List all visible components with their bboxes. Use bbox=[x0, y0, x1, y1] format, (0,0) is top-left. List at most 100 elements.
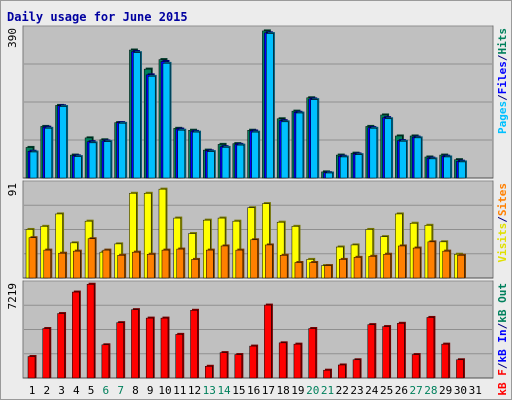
bar-sites-face bbox=[294, 262, 303, 279]
legend-entry: Files bbox=[496, 61, 509, 94]
legend-entry: / bbox=[496, 362, 509, 369]
bar-sites-face bbox=[176, 248, 184, 279]
x-tick-label: 10 bbox=[158, 384, 171, 397]
bar-kb-f-face bbox=[27, 356, 36, 379]
x-tick-label: 3 bbox=[58, 384, 65, 397]
x-tick-label: 4 bbox=[73, 384, 80, 397]
bar-pages-face bbox=[59, 106, 67, 179]
bar-sites-face bbox=[427, 241, 436, 279]
bar-kb-f bbox=[27, 355, 37, 379]
bar-pages-face bbox=[325, 172, 333, 179]
bar-sites bbox=[398, 244, 407, 279]
legend-entry: / bbox=[496, 322, 509, 329]
bar-sites-face bbox=[220, 245, 229, 279]
bar-pages-face bbox=[147, 76, 156, 179]
bar-kb-f-face bbox=[219, 352, 228, 379]
bar-sites bbox=[265, 243, 274, 279]
bar-sites bbox=[427, 240, 437, 279]
bar-pages-face bbox=[236, 144, 245, 179]
bar-sites bbox=[353, 255, 363, 279]
bar-sites bbox=[87, 237, 97, 279]
x-tick-label: 22 bbox=[336, 384, 349, 397]
y-max-label: 390 bbox=[6, 28, 19, 48]
x-tick-label: 2 bbox=[43, 384, 50, 397]
chart-title: Daily usage for June 2015 bbox=[7, 10, 188, 24]
bar-pages bbox=[207, 150, 216, 179]
bar-pages bbox=[384, 117, 394, 179]
bar-kb-f bbox=[249, 344, 259, 379]
bar-sites bbox=[28, 236, 38, 279]
bar-pages bbox=[118, 121, 128, 179]
bar-sites-face bbox=[457, 255, 465, 279]
x-tick-label: 9 bbox=[147, 384, 154, 397]
bar-sites bbox=[383, 252, 393, 279]
bar-kb-f-face bbox=[42, 328, 51, 379]
x-tick-label: 23 bbox=[350, 384, 363, 397]
bar-sites bbox=[206, 248, 215, 279]
bar-kb-f-face bbox=[116, 322, 124, 379]
bar-pages-face bbox=[133, 52, 141, 179]
bar-sites-face bbox=[28, 237, 37, 279]
bar-sites bbox=[43, 248, 53, 279]
legend-entry: kB In bbox=[496, 329, 509, 362]
bar-kb-f bbox=[145, 316, 155, 379]
bar-sites-face bbox=[398, 245, 406, 279]
bar-sites bbox=[339, 257, 348, 279]
bar-pages bbox=[413, 136, 423, 179]
x-tick-label: 26 bbox=[395, 384, 408, 397]
bar-sites bbox=[442, 249, 452, 279]
bar-pages bbox=[428, 157, 438, 179]
bar-pages-face bbox=[369, 128, 378, 179]
x-tick-label: 5 bbox=[88, 384, 95, 397]
bar-sites-face bbox=[117, 255, 125, 279]
bar-pages-face bbox=[354, 154, 363, 179]
bar-pages-face bbox=[103, 141, 112, 179]
x-tick-label: 16 bbox=[247, 384, 260, 397]
bar-kb-f bbox=[278, 341, 288, 379]
bar-kb-f-face bbox=[323, 369, 331, 379]
bar-sites-face bbox=[309, 262, 317, 279]
bar-sites bbox=[294, 261, 304, 279]
x-tick-label: 13 bbox=[203, 384, 216, 397]
bar-pages bbox=[266, 32, 275, 179]
bar-pages bbox=[177, 128, 187, 179]
bar-kb-f-face bbox=[249, 345, 257, 379]
bar-pages bbox=[29, 150, 39, 179]
bar-kb-f-face bbox=[382, 326, 390, 379]
bar-kb-f bbox=[175, 332, 185, 379]
bar-kb-f bbox=[131, 308, 140, 379]
legend-entry: / bbox=[496, 54, 509, 61]
bar-kb-f-face bbox=[205, 366, 213, 379]
x-tick-label: 20 bbox=[306, 384, 319, 397]
bar-pages bbox=[74, 155, 83, 179]
bar-kb-f-face bbox=[190, 310, 198, 379]
bar-pages-face bbox=[443, 156, 451, 179]
bar-kb-f bbox=[397, 321, 406, 379]
bar-pages-face bbox=[266, 33, 274, 179]
bar-kb-f-face bbox=[234, 354, 243, 379]
bar-kb-f bbox=[456, 358, 465, 379]
bar-kb-f-face bbox=[367, 324, 376, 379]
bar-sites bbox=[250, 238, 260, 279]
bar-sites-face bbox=[191, 259, 199, 279]
bar-pages bbox=[399, 139, 408, 179]
bar-pages bbox=[221, 145, 231, 179]
legend-entry: Hits bbox=[496, 28, 509, 55]
bar-sites-face bbox=[58, 252, 66, 279]
legend-entry: Pages bbox=[496, 101, 509, 134]
bar-kb-f-face bbox=[101, 344, 110, 379]
x-tick-label: 30 bbox=[454, 384, 467, 397]
x-tick-label: 24 bbox=[365, 384, 379, 397]
x-tick-label: 7 bbox=[117, 384, 124, 397]
panel-visits-sites: 91 Visits/Sites bbox=[6, 180, 509, 279]
bar-pages bbox=[236, 143, 246, 179]
bar-pages bbox=[458, 160, 467, 179]
bar-kb-f bbox=[426, 315, 436, 379]
bar-sites-face bbox=[383, 253, 391, 279]
bar-sites bbox=[235, 248, 245, 279]
legend-entry: kB Out bbox=[496, 283, 509, 323]
x-tick-label: 6 bbox=[103, 384, 110, 397]
bar-kb-f bbox=[234, 353, 244, 379]
bar-kb-f-face bbox=[278, 342, 287, 379]
